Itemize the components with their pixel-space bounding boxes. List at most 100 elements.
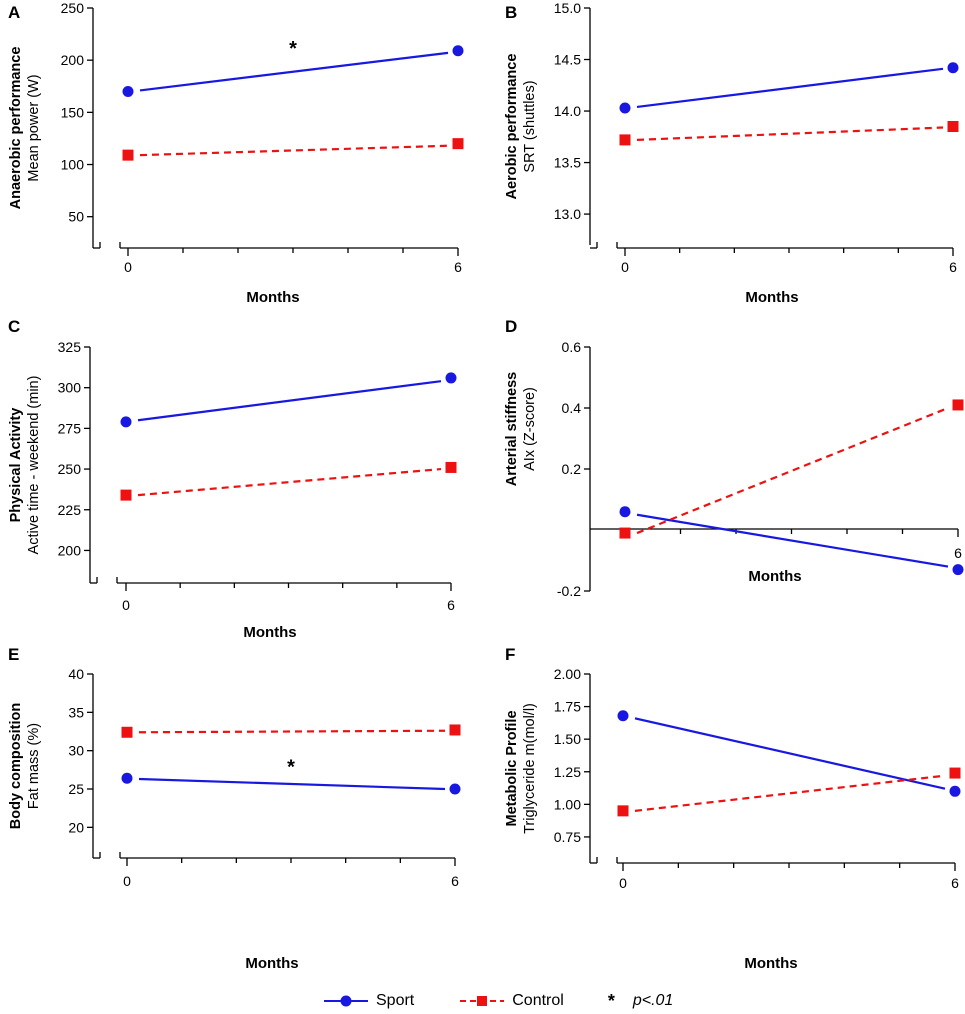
y-tick-label: 14.5: [554, 52, 581, 68]
y-axis-title: Body composition: [8, 703, 24, 829]
series-line-control: [634, 774, 946, 812]
y-tick-label: 250: [58, 461, 82, 477]
panel-letter: F: [505, 645, 515, 664]
data-point-control: [121, 726, 133, 738]
x-axis-title: Months: [246, 289, 299, 306]
y-axis-title: Anaerobic performance: [8, 47, 24, 210]
data-point-control: [619, 527, 631, 539]
legend-item-sport: Sport: [322, 992, 414, 1010]
y-tick-label: 0.75: [554, 829, 581, 845]
x-axis-title: Months: [745, 289, 798, 306]
y-tick-label: 2.00: [554, 666, 581, 682]
y-axis-label: SRT (shuttles): [522, 80, 538, 172]
legend-sport-swatch: [324, 995, 368, 1007]
data-point-control: [949, 767, 961, 779]
significance-star: *: [287, 757, 295, 779]
x-tick-label: 0: [124, 259, 132, 275]
y-axis-title: Physical Activity: [8, 408, 24, 523]
y-tick-label: 13.5: [554, 155, 581, 171]
y-tick-label: 13.0: [554, 206, 581, 222]
series-line-control: [138, 729, 446, 734]
y-tick-label: 1.50: [554, 731, 581, 747]
data-point-sport: [619, 506, 631, 518]
y-tick-label: 40: [68, 666, 84, 682]
y-axis-label: Triglyceride m(mol/l): [522, 703, 538, 834]
y-tick-label: 200: [61, 52, 85, 68]
panel-letter: C: [8, 317, 20, 336]
y-tick-label: 50: [68, 209, 84, 225]
data-point-control: [445, 461, 457, 473]
series-line-sport: [634, 717, 946, 790]
panel-letter: D: [505, 317, 517, 336]
data-point-control: [120, 489, 132, 501]
x-tick-label: 0: [123, 873, 131, 889]
x-axis-title: Months: [243, 624, 296, 641]
y-tick-label: 250: [61, 0, 85, 16]
x-tick-label: 6: [954, 545, 962, 561]
chart-panel-e: E Body composition Fat mass (%) 20 25 30 35 40 0…: [8, 645, 461, 972]
y-axis-title: Aerobic performance: [504, 54, 520, 200]
series-line-control: [137, 467, 442, 497]
y-tick-label: 0.4: [562, 400, 582, 416]
data-point-sport: [452, 45, 464, 57]
series-line-control: [636, 126, 944, 141]
y-axis-label: AIx (Z-score): [522, 387, 538, 471]
data-point-sport: [122, 85, 134, 97]
significance-star: *: [289, 38, 297, 60]
legend-star-marker: *: [607, 990, 615, 1011]
panel-letter: A: [8, 3, 20, 22]
chart-panel-a: A Anaerobic performance Mean power (W) 50 10…: [8, 0, 464, 306]
data-point-control: [452, 138, 464, 150]
data-point-sport: [949, 785, 961, 797]
x-tick-label: 6: [451, 873, 459, 889]
data-point-sport: [121, 772, 133, 784]
legend-sport-label: Sport: [376, 992, 415, 1009]
x-tick-label: 6: [447, 597, 455, 613]
series-line-sport: [636, 513, 949, 568]
series-line-control: [139, 144, 449, 157]
data-point-control: [122, 149, 134, 161]
y-tick-label: -0.2: [557, 583, 581, 599]
y-axis-title: Arterial stiffness: [504, 372, 520, 486]
panel-letter: B: [505, 3, 517, 22]
y-tick-label: 225: [58, 502, 82, 518]
y-tick-label: 25: [68, 781, 84, 797]
y-tick-label: 150: [61, 104, 85, 120]
x-axis-title: Months: [245, 955, 298, 972]
y-axis-title: Metabolic Profile: [504, 710, 520, 826]
y-tick-label: 200: [58, 542, 82, 558]
y-tick-label: 30: [68, 743, 84, 759]
data-point-sport: [120, 416, 132, 428]
data-point-sport: [617, 710, 629, 722]
series-line-sport: [139, 51, 449, 92]
chart-panel-f: F Metabolic Profile Triglyceride m(mol/l) 0…: [504, 645, 961, 972]
data-point-control: [952, 399, 964, 411]
y-tick-label: 14.0: [554, 103, 581, 119]
y-tick-label: 0.6: [562, 339, 582, 355]
chart-panel-b: B Aerobic performance SRT (shuttles) 13.0 13…: [504, 0, 959, 306]
series-line-sport: [137, 380, 442, 422]
y-tick-label: 325: [58, 339, 82, 355]
series-line-control: [636, 406, 949, 535]
data-point-sport: [445, 372, 457, 384]
y-tick-label: 275: [58, 420, 82, 436]
data-point-control: [617, 805, 629, 817]
legend-pvalue-label: p<.01: [632, 992, 674, 1009]
y-tick-label: 0.2: [562, 461, 582, 477]
x-axis-title: Months: [744, 955, 797, 972]
x-tick-label: 0: [122, 597, 130, 613]
y-tick-label: 15.0: [554, 0, 581, 16]
y-tick-label: 1.75: [554, 699, 581, 715]
legend-item-significance: * p<.01: [608, 991, 674, 1012]
series-line-sport: [138, 777, 446, 791]
y-tick-label: 100: [61, 157, 85, 173]
chart-panel-d: D Arterial stiffness AIx (Z-score) -0.2 0.2 0…: [504, 317, 964, 599]
y-tick-label: 35: [68, 704, 84, 720]
x-tick-label: 6: [454, 259, 462, 275]
data-point-control: [619, 134, 631, 146]
legend-item-control: Control: [458, 992, 564, 1010]
x-tick-label: 6: [951, 875, 959, 891]
x-tick-label: 0: [621, 259, 629, 275]
data-point-control: [947, 121, 959, 132]
y-axis-label: Active time - weekend (min): [26, 376, 42, 555]
